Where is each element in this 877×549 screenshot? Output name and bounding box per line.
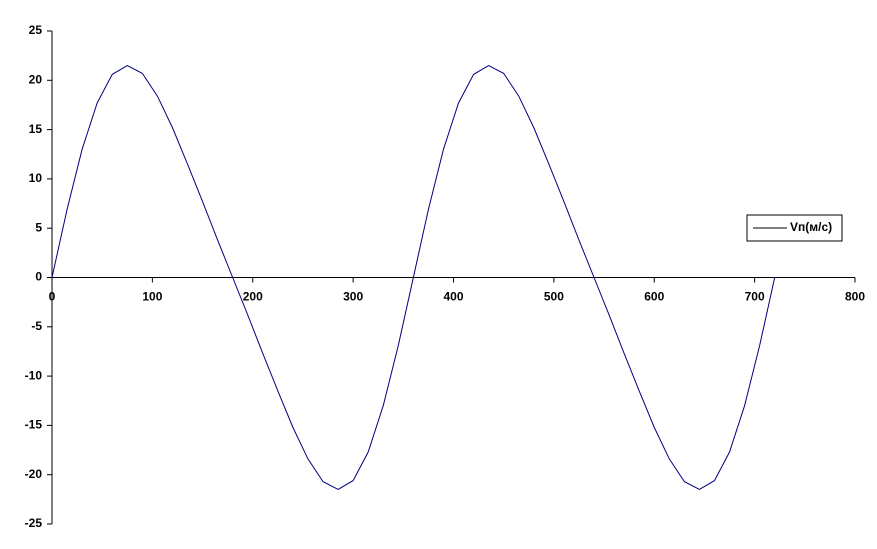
y-tick-label: 15 <box>29 122 43 136</box>
y-tick-label: 10 <box>29 171 43 185</box>
legend-label: Vп(м/с) <box>790 220 832 234</box>
x-tick-label: 400 <box>443 290 463 304</box>
x-tick-label: 500 <box>544 290 564 304</box>
y-tick-label: 5 <box>35 220 42 234</box>
y-tick-label: 25 <box>29 23 43 37</box>
x-tick-label: 100 <box>142 290 162 304</box>
x-tick-label: 600 <box>644 290 664 304</box>
x-tick-label: 800 <box>845 290 865 304</box>
y-tick-label: -10 <box>25 368 43 382</box>
x-tick-label: 700 <box>745 290 765 304</box>
y-tick-label: 20 <box>29 72 43 86</box>
x-tick-label: 0 <box>49 290 56 304</box>
y-tick-label: -25 <box>25 516 43 530</box>
y-tick-label: -20 <box>25 467 43 481</box>
y-tick-label: -15 <box>25 418 43 432</box>
series-line <box>51 64 776 491</box>
x-tick-label: 300 <box>343 290 363 304</box>
y-tick-label: 0 <box>35 270 42 284</box>
y-tick-label: -5 <box>31 319 42 333</box>
x-tick-label: 200 <box>243 290 263 304</box>
